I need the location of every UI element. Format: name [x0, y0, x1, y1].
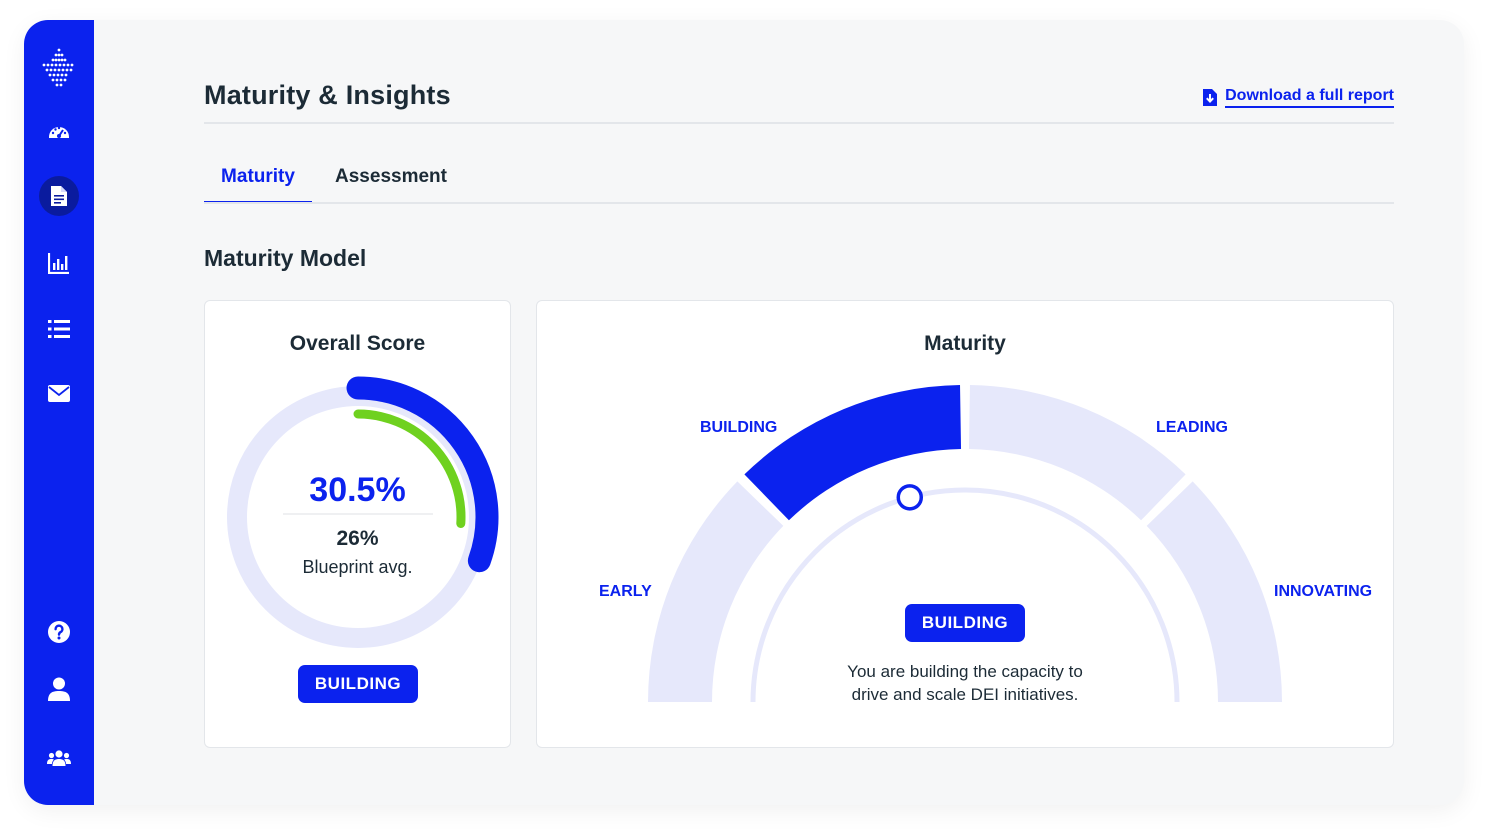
help-icon	[48, 621, 70, 643]
overall-score-donut	[227, 376, 499, 648]
nav-messages[interactable]	[39, 373, 79, 413]
benchmark-caption: Blueprint avg.	[302, 557, 413, 577]
user-icon	[48, 677, 70, 701]
gauge-segment-leading	[968, 385, 1186, 521]
header-divider	[204, 122, 1394, 124]
nav-profile[interactable]	[39, 669, 79, 709]
maturity-description-line-2: drive and scale DEI initiatives.	[851, 685, 1079, 704]
nav-list[interactable]	[39, 309, 79, 349]
page-title: Maturity & Insights	[204, 80, 451, 110]
dots-logo-icon	[42, 48, 74, 87]
maturity-description: You are building the capacity to drive a…	[537, 660, 1393, 706]
benchmark-arc	[353, 409, 466, 528]
current-stage-badge: BUILDING	[905, 604, 1025, 642]
tabs-divider	[204, 202, 1394, 204]
sidebar	[24, 20, 94, 805]
document-icon	[51, 186, 67, 206]
maturity-title: Maturity	[924, 332, 1006, 355]
gauge-segment-early	[648, 481, 784, 702]
nav-dashboard[interactable]	[39, 111, 79, 151]
stage-label-early: EARLY	[599, 583, 652, 600]
nav-help[interactable]	[39, 612, 79, 652]
benchmark-value: 26%	[336, 527, 379, 550]
overall-score-title: Overall Score	[289, 332, 426, 355]
maturity-card: Maturity EARLY BUILDING LEADING INNOVATI…	[536, 300, 1394, 748]
stage-label-innovating: INNOVATING	[1274, 583, 1373, 600]
list-icon	[48, 320, 70, 338]
score-arc	[346, 376, 499, 573]
maturity-gauge	[648, 385, 1282, 703]
nav-reports[interactable]	[39, 176, 79, 216]
gauge-position-marker	[896, 484, 924, 511]
download-report-link[interactable]: Download a full report	[1203, 87, 1394, 108]
logo-icon[interactable]	[39, 47, 79, 87]
overall-level-badge: BUILDING	[298, 665, 418, 703]
team-icon	[47, 750, 71, 766]
download-report-label: Download a full report	[1225, 87, 1394, 108]
gauge-inner-track	[750, 487, 1180, 703]
gauge-segment-innovating	[1146, 481, 1282, 702]
overall-score-value: 30.5%	[309, 471, 406, 509]
maturity-description-line-1: You are building the capacity to	[847, 662, 1083, 681]
stage-label-leading: LEADING	[1156, 419, 1228, 436]
gauge-segment-building	[744, 385, 962, 521]
nav-analytics[interactable]	[39, 243, 79, 283]
tab-maturity[interactable]: Maturity	[204, 155, 312, 204]
stage-label-building: BUILDING	[700, 419, 778, 436]
bar-chart-icon	[48, 253, 69, 274]
section-title: Maturity Model	[204, 245, 367, 271]
mail-icon	[48, 384, 70, 402]
overall-score-card: Overall Score 30.5% 26% Blueprint avg. B…	[204, 300, 511, 748]
tab-assessment[interactable]: Assessment	[335, 166, 447, 187]
nav-team[interactable]	[39, 738, 79, 778]
app-window: Maturity & Insights Download a full repo…	[24, 20, 1464, 805]
dashboard-gauge-icon	[49, 126, 69, 138]
file-download-icon	[1203, 89, 1218, 106]
main-content: Maturity & Insights Download a full repo…	[204, 20, 1394, 805]
